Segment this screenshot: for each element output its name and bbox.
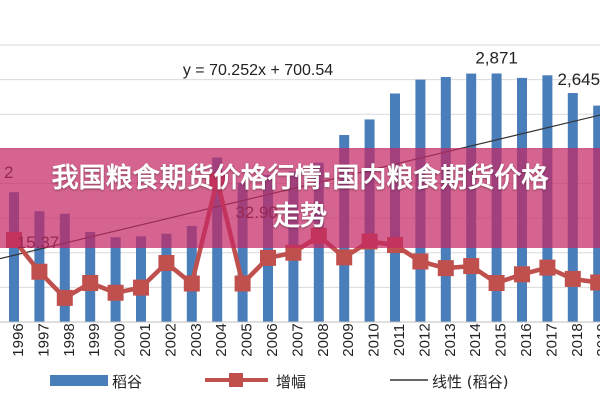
x-tick-label: 2013 <box>442 323 459 356</box>
x-tick-label: 2017 <box>543 323 560 356</box>
x-tick-label: 2008 <box>315 323 332 356</box>
marker-2005 <box>234 275 251 292</box>
trendline-equation: y = 70.252x + 700.54 <box>183 62 333 79</box>
legend-swatch-marker <box>229 373 243 387</box>
legend-label-bar: 稻谷 <box>112 373 142 391</box>
banner-title: 我国粮食期货价格行情:国内粮食期货价格走势 <box>51 163 549 232</box>
marker-2019 <box>590 274 600 291</box>
marker-2003 <box>183 275 200 292</box>
marker-2012 <box>412 253 429 270</box>
x-tick-label: 1999 <box>86 323 103 356</box>
marker-2014 <box>463 258 480 275</box>
x-tick-label: 2007 <box>289 323 306 356</box>
x-tick-label: 2009 <box>340 323 357 356</box>
marker-2017 <box>539 259 556 276</box>
bar-1996 <box>9 192 19 322</box>
marker-2013 <box>437 260 454 277</box>
marker-2001 <box>133 279 149 296</box>
x-tick-label: 1998 <box>61 323 78 356</box>
x-tick-label: 2010 <box>366 323 383 356</box>
x-axis-ticks: 1996 1997 1998 1999 2000 2001 2002 2003 2004 2005… <box>0 321 600 357</box>
x-tick-label: 2005 <box>239 323 256 356</box>
marker-2000 <box>107 284 124 301</box>
x-tick-label: 2004 <box>213 323 230 356</box>
legend: 稻谷 增幅 线性 (稻谷) <box>50 373 508 391</box>
bar-1998 <box>59 213 70 322</box>
x-tick-label: 2012 <box>416 323 433 356</box>
marker-2009 <box>336 249 353 266</box>
legend-label-trend: 线性 (稻谷) <box>432 373 508 391</box>
x-tick-label: 1996 <box>10 323 27 356</box>
marker-2015 <box>488 275 505 292</box>
x-tick-label: 2015 <box>493 323 510 356</box>
bar-2005 <box>237 182 248 322</box>
bar-2003 <box>186 225 197 322</box>
bar-2000 <box>110 237 121 322</box>
marker-2006 <box>260 249 276 266</box>
title-banner: 我国粮食期货价格行情:国内粮食期货价格走势 <box>0 148 600 248</box>
x-tick-label: 2001 <box>137 323 154 356</box>
x-tick-label: 2019 <box>594 323 600 356</box>
legend-label-line: 增幅 <box>276 373 306 391</box>
legend-swatch-bar <box>50 375 108 386</box>
bar-2001 <box>136 236 146 322</box>
x-tick-label: 2011 <box>391 324 408 356</box>
marker-2016 <box>514 266 530 283</box>
bar-2002 <box>161 233 172 322</box>
data-label: 2,871 <box>475 48 518 67</box>
x-tick-label: 2014 <box>467 323 484 356</box>
marker-2002 <box>158 255 175 272</box>
data-label: 2,645 <box>558 70 600 89</box>
marker-1998 <box>56 289 73 306</box>
x-tick-label: 2000 <box>112 323 129 356</box>
x-tick-label: 2016 <box>518 323 535 356</box>
x-tick-label: 1997 <box>35 323 52 356</box>
x-tick-label: 2018 <box>569 323 586 356</box>
marker-2007 <box>285 244 302 261</box>
x-tick-label: 2002 <box>162 323 179 356</box>
x-tick-label: 2003 <box>188 323 205 356</box>
marker-2018 <box>564 270 581 287</box>
marker-1999 <box>82 275 99 292</box>
bar-2006 <box>263 174 273 322</box>
marker-1997 <box>31 263 48 280</box>
x-tick-label: 2006 <box>264 323 281 356</box>
